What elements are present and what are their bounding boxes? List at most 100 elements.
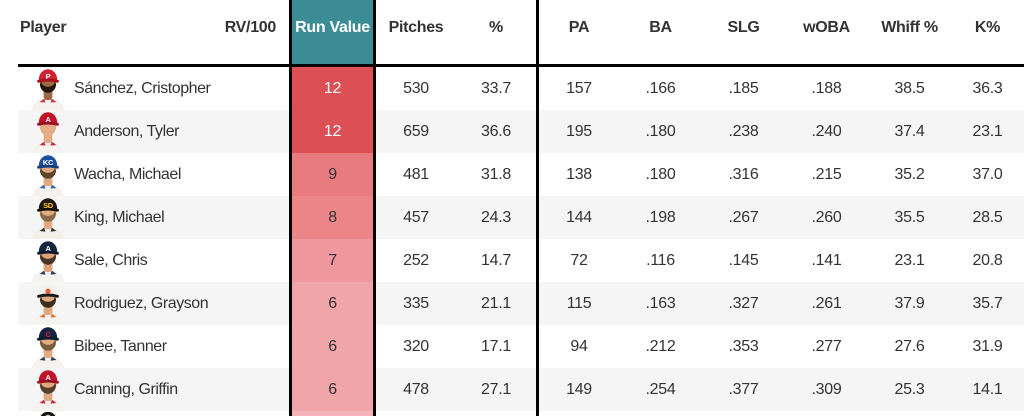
- ba-cell: .166: [645, 79, 676, 97]
- column-header-ba[interactable]: BA: [619, 0, 702, 67]
- pa-cell: 144: [536, 196, 619, 239]
- player-row: [18, 411, 1024, 416]
- player-headshot-angels-cap: A: [32, 370, 64, 411]
- player-row: Rodriguez, Grayson 6 335 21.1 115 .163 .…: [18, 282, 1024, 325]
- ba-cell: .254: [645, 380, 676, 398]
- pitches-cell: 481: [403, 165, 429, 183]
- k-cell: 35.7: [972, 294, 1003, 312]
- player-cell: A Sale, Chris: [18, 239, 206, 282]
- player-cell: C Bibee, Tanner: [18, 325, 206, 368]
- player-name-link[interactable]: Canning, Griffin: [74, 380, 178, 398]
- k-cell: [951, 411, 1024, 416]
- pitches-cell: 320: [403, 337, 429, 355]
- run-value-cell: 7: [289, 239, 376, 282]
- player-headshot-icon: [30, 412, 66, 416]
- k-cell: 20.8: [972, 251, 1003, 269]
- pitches-cell: 530: [403, 79, 429, 97]
- run-value-cell: 9: [289, 153, 376, 196]
- woba-cell: .277: [811, 337, 842, 355]
- slg-cell: .267: [728, 208, 759, 226]
- player-headshot-icon: KC: [30, 154, 66, 196]
- whiff-cell: [868, 411, 951, 416]
- player-name-link[interactable]: Anderson, Tyler: [74, 122, 180, 140]
- woba-cell: .215: [811, 165, 842, 183]
- player-headshot-phillies-cap: P: [32, 69, 64, 110]
- player-row: SD King, Michael 8 457 24.3 144 .198 .26…: [18, 196, 1024, 239]
- rv100-cell: [206, 282, 289, 325]
- player-name-link[interactable]: Rodriguez, Grayson: [74, 294, 209, 312]
- player-cell: Rodriguez, Grayson: [18, 282, 209, 325]
- ba-cell: .212: [645, 337, 676, 355]
- pitches-cell: 252: [403, 251, 429, 269]
- pitches-cell: 335: [403, 294, 429, 312]
- whiff-cell: 37.4: [894, 122, 925, 140]
- player-headshot-padres-cap: SD: [32, 198, 64, 239]
- woba-cell: .260: [811, 208, 842, 226]
- column-header-run-value[interactable]: Run Value: [289, 0, 376, 67]
- run-value-cell: 8: [289, 196, 376, 239]
- k-cell: 36.3: [972, 79, 1003, 97]
- column-header-player[interactable]: Player: [18, 0, 206, 67]
- slg-cell: .327: [728, 294, 759, 312]
- svg-text:P: P: [46, 72, 51, 81]
- pct-cell: 31.8: [481, 165, 511, 183]
- column-header-pitches[interactable]: Pitches: [376, 0, 456, 67]
- player-name-link[interactable]: Sale, Chris: [74, 251, 148, 269]
- run-value-cell: [289, 411, 376, 416]
- svg-text:A: A: [45, 244, 51, 253]
- player-headshot-icon: P: [30, 68, 66, 110]
- pitches-cell: 457: [403, 208, 429, 226]
- player-cell: A Canning, Griffin: [18, 368, 206, 411]
- player-row: A Anderson, Tyler 12 659 36.6 195 .180 .…: [18, 110, 1024, 153]
- slg-cell: .145: [728, 251, 759, 269]
- ba-cell: .116: [646, 251, 675, 269]
- pa-cell: 94: [536, 325, 619, 368]
- run-value-cell: 12: [289, 110, 376, 153]
- player-name-link[interactable]: Bibee, Tanner: [74, 337, 167, 355]
- ba-cell: .180: [645, 122, 676, 140]
- header-row: Player RV/100 Run Value Pitches % PA BA …: [18, 0, 1024, 67]
- rv100-cell: [206, 67, 289, 110]
- pct-cell: 33.7: [481, 79, 511, 97]
- svg-text:A: A: [45, 115, 51, 124]
- player-headshot-royals-cap: KC: [32, 155, 64, 196]
- run-value-cell: 6: [289, 282, 376, 325]
- column-header-slg[interactable]: SLG: [702, 0, 785, 67]
- column-header-rv100[interactable]: RV/100: [206, 0, 289, 67]
- rv100-cell: [206, 325, 289, 368]
- player-cell: KC Wacha, Michael: [18, 153, 206, 196]
- pct-cell: 27.1: [481, 380, 511, 398]
- player-headshot-angels-cap: A: [32, 112, 64, 153]
- woba-cell: .240: [811, 122, 842, 140]
- whiff-cell: 38.5: [894, 79, 925, 97]
- player-row: C Bibee, Tanner 6 320 17.1 94 .212 .353 …: [18, 325, 1024, 368]
- rv100-cell: [206, 411, 289, 416]
- whiff-cell: 35.2: [894, 165, 925, 183]
- player-cell: SD King, Michael: [18, 196, 206, 239]
- column-header-pct[interactable]: %: [456, 0, 536, 67]
- column-header-k[interactable]: K%: [951, 0, 1024, 67]
- column-header-whiff[interactable]: Whiff %: [868, 0, 951, 67]
- player-cell: A Anderson, Tyler: [18, 110, 206, 153]
- run-value-cell: 6: [289, 368, 376, 411]
- woba-cell: .188: [811, 79, 842, 97]
- rv100-cell: [206, 153, 289, 196]
- player-headshot-orioles-cap: [32, 284, 64, 325]
- player-row: A Sale, Chris 7 252 14.7 72 .116 .145 .1…: [18, 239, 1024, 282]
- player-name-link[interactable]: Sánchez, Cristopher: [74, 79, 211, 97]
- pa-cell: 138: [536, 153, 619, 196]
- pa-cell: 157: [536, 67, 619, 110]
- ba-cell: .163: [645, 294, 676, 312]
- woba-cell: .309: [811, 380, 842, 398]
- whiff-cell: 37.9: [894, 294, 925, 312]
- pct-cell: [456, 411, 536, 416]
- player-headshot-icon: [30, 283, 66, 325]
- pa-cell: 115: [536, 282, 619, 325]
- player-name-link[interactable]: King, Michael: [74, 208, 165, 226]
- column-header-pa[interactable]: PA: [536, 0, 619, 67]
- player-headshot-guardians-cap: C: [32, 327, 64, 368]
- pitches-cell: [376, 411, 456, 416]
- player-name-link[interactable]: Wacha, Michael: [74, 165, 181, 183]
- player-headshot-icon: A: [30, 240, 66, 282]
- column-header-woba[interactable]: wOBA: [785, 0, 868, 67]
